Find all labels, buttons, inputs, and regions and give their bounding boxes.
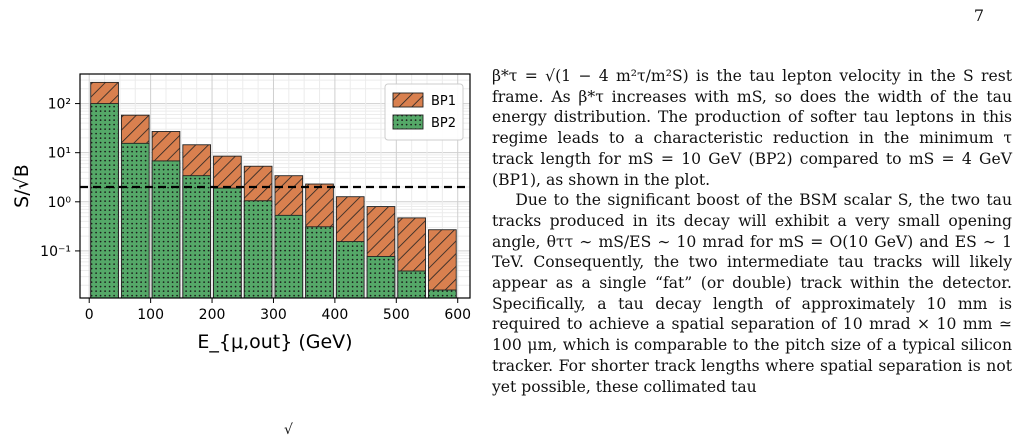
x-axis-label: E_{μ,out} (GeV) — [197, 331, 352, 353]
bar-bp2-hatch — [90, 103, 119, 299]
legend-swatch-hatch — [392, 92, 424, 108]
paragraph: β*τ = √(1 − 4 m²τ/m²S) is the tau lepton… — [492, 67, 1012, 189]
x-tick-label: 500 — [383, 307, 410, 323]
x-tick-label: 200 — [199, 307, 226, 323]
bar-bp2-hatch — [120, 142, 150, 299]
x-tick-label: 0 — [85, 307, 94, 323]
bar-bp1-hatch — [428, 229, 457, 299]
legend-swatch-hatch — [392, 114, 424, 130]
bars — [90, 81, 457, 299]
bar-bp2-hatch — [213, 187, 242, 299]
bar-bp2-hatch — [243, 200, 273, 299]
bar-bp2-hatch — [274, 214, 304, 299]
bar-bp2-hatch — [305, 226, 334, 299]
bar-bp2-hatch — [182, 175, 211, 299]
y-tick-label: 10² — [48, 97, 71, 113]
bar-bp2-hatch — [335, 241, 365, 299]
body-text: β*τ = √(1 − 4 m²τ/m²S) is the tau lepton… — [492, 66, 1012, 397]
page-number: 7 — [973, 6, 984, 25]
x-tick-label: 600 — [444, 307, 471, 323]
y-tick-label: 10⁰ — [48, 195, 72, 211]
x-tick-label: 100 — [137, 307, 164, 323]
plot-frame — [79, 73, 471, 299]
bar-bp2-hatch — [151, 160, 181, 299]
legend-box — [384, 83, 464, 141]
x-tick-label: 400 — [322, 307, 349, 323]
bar-bp2-hatch — [366, 256, 396, 299]
legend-label: BP2 — [431, 116, 456, 131]
paragraph: Due to the significant boost of the BSM … — [492, 191, 1012, 396]
x-tick-label: 300 — [260, 307, 287, 323]
y-axis-label: S/√B — [11, 164, 33, 208]
legend-label: BP1 — [431, 94, 456, 109]
caption-fragment: √ — [284, 422, 293, 438]
bar-bp2-hatch — [397, 270, 426, 299]
y-tick-label: 10¹ — [48, 146, 71, 162]
bar-bp2-hatch — [428, 289, 457, 299]
axis-ticks: 0 100 200 300 400 500 600 10⁻¹ 10⁰ 10¹ 10² — [40, 97, 471, 323]
y-tick-label: 10⁻¹ — [40, 244, 71, 260]
